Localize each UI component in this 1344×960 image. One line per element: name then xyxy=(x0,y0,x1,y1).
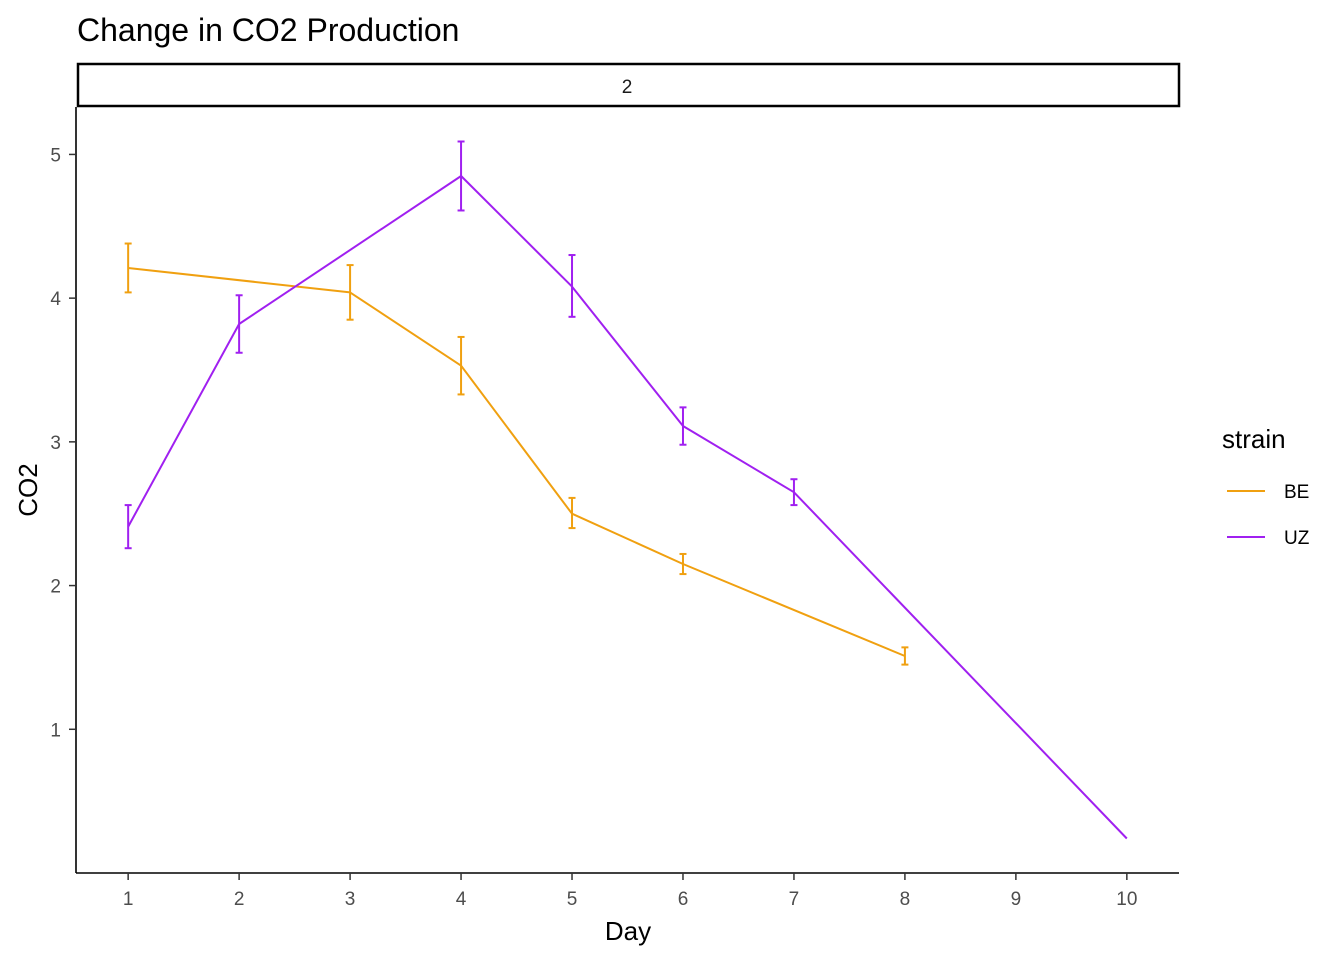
x-tick-label: 7 xyxy=(789,889,800,910)
facet-strip xyxy=(76,62,1181,108)
error-bar xyxy=(568,496,576,530)
y-tick-label: 4 xyxy=(50,289,61,310)
series-be xyxy=(124,242,909,666)
error-bar xyxy=(124,504,132,550)
legend-item-be: BE xyxy=(1227,482,1309,503)
error-bar xyxy=(346,264,354,321)
x-axis-title: Day xyxy=(605,916,651,946)
y-tick-label: 1 xyxy=(50,720,61,741)
x-axis-ticks: 1 2 3 4 5 6 7 8 9 10 xyxy=(123,873,1137,910)
error-bar xyxy=(790,478,798,507)
error-bar xyxy=(124,242,132,294)
legend-title: strain xyxy=(1222,424,1286,454)
error-bar xyxy=(457,335,465,396)
error-bar xyxy=(568,254,576,318)
legend-item-uz: UZ xyxy=(1227,528,1310,549)
plot-area: 1 2 3 4 5 6 7 8 9 10 1 2 3 4 5 xyxy=(50,107,1179,910)
series-layer xyxy=(124,140,1128,840)
error-bar xyxy=(901,646,909,666)
y-tick-label: 2 xyxy=(50,577,61,598)
chart-title: Change in CO2 Production xyxy=(77,12,459,48)
y-tick-label: 5 xyxy=(50,145,61,166)
x-tick-label: 5 xyxy=(567,889,578,910)
x-tick-label: 8 xyxy=(900,889,911,910)
x-tick-label: 10 xyxy=(1116,889,1137,910)
series-line xyxy=(128,267,906,657)
legend-label: BE xyxy=(1284,482,1309,503)
x-tick-label: 4 xyxy=(456,889,467,910)
legend-items: BE UZ xyxy=(1227,482,1310,549)
x-tick-label: 6 xyxy=(678,889,689,910)
error-bar xyxy=(457,140,465,212)
error-bar xyxy=(679,552,687,576)
x-tick-label: 9 xyxy=(1011,889,1022,910)
y-axis-ticks: 1 2 3 4 5 xyxy=(50,145,76,741)
x-tick-label: 2 xyxy=(234,889,245,910)
x-tick-label: 1 xyxy=(123,889,134,910)
series-line xyxy=(127,175,1128,840)
legend: strain BE UZ xyxy=(1222,424,1310,549)
series-uz xyxy=(124,140,1128,840)
x-tick-label: 3 xyxy=(345,889,356,910)
error-bar xyxy=(235,294,243,354)
legend-label: UZ xyxy=(1284,528,1310,549)
facet-strip-label: 2 xyxy=(622,77,633,98)
error-bar xyxy=(679,406,687,446)
y-tick-label: 3 xyxy=(50,433,61,454)
y-axis-title: CO2 xyxy=(13,463,43,516)
